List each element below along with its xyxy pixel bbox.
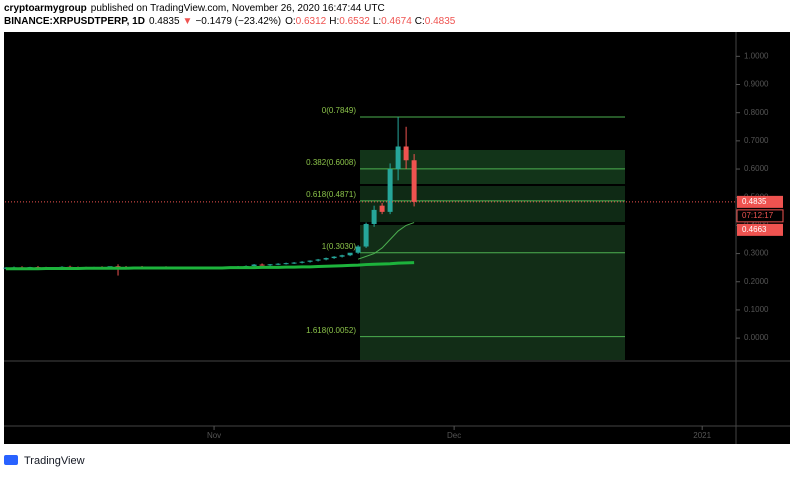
x-tick-label: Dec [447,431,461,440]
fib-label: 0.618(0.4871) [306,190,356,199]
candle-body [363,223,369,247]
price-tag [737,223,783,236]
candle-body [291,262,297,264]
fib-label: 1.618(0.0052) [306,326,356,335]
l-label: L: [373,16,381,27]
y-tick-label: 0.0000 [744,333,769,342]
candle-body [307,260,313,262]
o: 0.6312 [296,16,327,27]
logo-icon [4,455,18,465]
candle-body [259,264,265,266]
last: 0.4835 [149,16,180,27]
y-tick-label: 0.6000 [744,164,769,173]
candle-body [323,258,329,260]
c-label: C: [415,16,425,27]
brand: TradingView [24,455,85,467]
price-tag [737,209,783,222]
published: published on TradingView.com, November 2… [91,3,385,14]
y-tick-label: 0.8000 [744,108,769,117]
x-tick-label: Nov [207,431,221,440]
h: 0.6532 [339,16,370,27]
candle-body [3,267,9,269]
h-label: H: [329,16,339,27]
fib-label: 0(0.7849) [322,106,357,115]
change: −0.1479 (−23.42%) [195,16,281,27]
y-tick-label: 1.0000 [744,51,769,60]
candle-body [395,146,401,170]
plot: 0.00000.10000.20000.30000.40000.50000.60… [3,51,784,440]
c: 0.4835 [425,16,456,27]
moving-average [6,261,415,271]
y-tick-label: 0.7000 [744,136,769,145]
price-tag-border [736,209,784,223]
candle-body [331,256,337,259]
candle-body [251,264,257,266]
fib-zone [360,225,625,360]
symbol: BINANCE:XRPUSDTPERP, 1D [4,16,145,27]
candle-body [371,209,377,224]
y-tick-label: 0.3000 [744,249,769,258]
fib-label: 0.382(0.6008) [306,158,356,167]
fib-label: 1(0.3030) [322,242,357,251]
y-tick-label: 0.2000 [744,277,769,286]
price-tag [737,195,783,208]
fib-zone [360,186,625,222]
header-line-2: BINANCE:XRPUSDTPERP, 1D 0.4835 ▼ −0.1479 (−… [4,16,456,27]
logo: TradingView [4,455,85,467]
l: 0.4674 [381,16,412,27]
y-tick-label: 0.9000 [744,80,769,89]
candle-body [411,160,417,202]
candle-body [275,263,281,265]
x-tick-label: 2021 [693,431,711,440]
price-tag-label: 07:12:17 [742,211,774,220]
price-tag-label: 0.4835 [742,197,767,206]
candle-body [355,246,361,253]
candle-body [387,169,393,212]
candle-body [339,255,345,257]
moving-average [357,222,415,260]
author: cryptoarmygroup [4,3,87,14]
price-tag-label: 0.4663 [742,225,767,234]
candle-body [299,261,305,263]
candle-body [379,205,385,212]
candle-body [347,252,353,256]
candle-body [267,264,273,266]
candle-body [403,146,409,161]
candle-body [315,259,321,261]
o-label: O: [285,16,296,27]
arrow: ▼ [183,16,193,27]
candle-body [283,263,289,265]
header-line-1: cryptoarmygroup published on TradingView.… [4,3,385,14]
y-tick-label: 0.1000 [744,305,769,314]
